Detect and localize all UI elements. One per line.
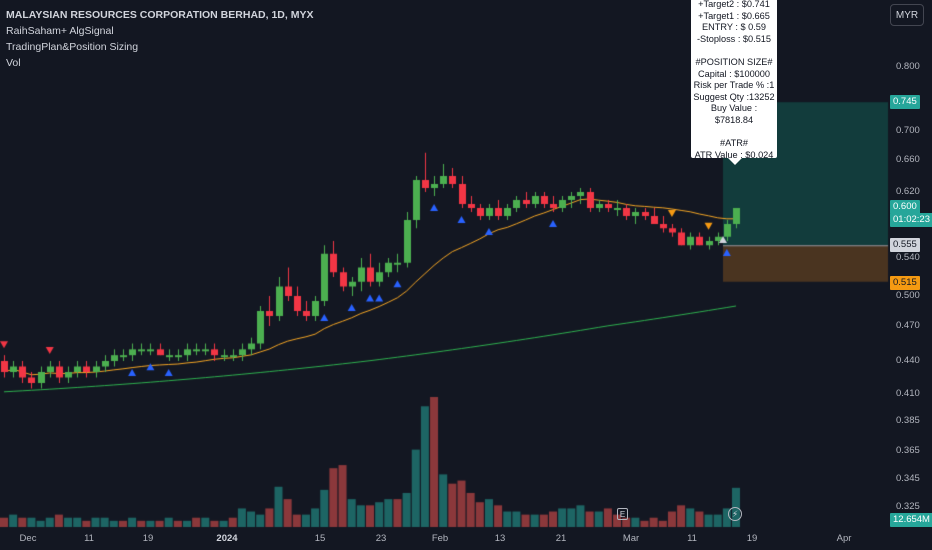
chart-legend: MALAYSIAN RESOURCES CORPORATION BERHAD, … [6, 7, 313, 71]
indicator-label-algsignal[interactable]: RaihSaham+ AlgSignal [6, 25, 114, 37]
time-tick-label: 23 [375, 533, 387, 544]
time-tick-label: Apr [836, 533, 852, 544]
time-tick-label: Dec [19, 533, 37, 544]
earnings-marker-icon[interactable]: E [617, 508, 628, 520]
price-tick-label: 0.660 [896, 154, 920, 165]
symbol-title[interactable]: MALAYSIAN RESOURCES CORPORATION BERHAD, … [6, 9, 314, 21]
price-tick-label: 0.325 [896, 501, 920, 512]
price-tick-label: 0.410 [896, 388, 920, 399]
time-tick-label: 19 [746, 533, 758, 544]
price-tick-label: 0.365 [896, 445, 920, 456]
lightning-icon[interactable]: ⚡ [728, 507, 742, 521]
tooltip-line: ENTRY : $ 0.59 [701, 22, 766, 33]
trading-plan-tooltip: +Target2 : $0.741 +Target1 : $0.665 ENTR… [691, 0, 777, 160]
tooltip-line: Suggest Qty :13252 [693, 91, 775, 102]
countdown-tag: 01:02:23 [890, 213, 932, 227]
tooltip-line: -Stoploss : $0.515 [696, 33, 772, 44]
tooltip-line: Buy Value : $7818.84 [710, 103, 758, 125]
tooltip-line: ATR Value : $0.024 [694, 149, 774, 160]
time-tick-label: 19 [142, 533, 154, 544]
entry-price-tag: 0.555 [890, 238, 920, 252]
price-tick-label: 0.500 [896, 290, 920, 301]
time-tick-label: 15 [314, 533, 326, 544]
time-tick-label: 21 [555, 533, 567, 544]
tooltip-line: #ATR# [720, 138, 748, 149]
time-tick-label: 11 [687, 533, 697, 544]
currency-button[interactable]: MYR [890, 4, 924, 26]
time-tick-label: Feb [431, 533, 449, 544]
time-tick-label: 11 [84, 533, 94, 544]
indicator-label-volume[interactable]: Vol [6, 57, 21, 69]
price-tick-label: 0.470 [896, 320, 920, 331]
price-tick-label: 0.540 [896, 252, 920, 263]
price-tick-label: 0.800 [896, 61, 920, 72]
price-tick-label: 0.700 [896, 125, 920, 136]
target-price-tag: 0.745 [890, 95, 920, 109]
price-tick-label: 0.345 [896, 473, 920, 484]
stoploss-price-tag: 0.515 [890, 276, 920, 290]
tooltip-line: Capital : $100000 [697, 68, 771, 79]
time-tick-label: 2024 [216, 533, 238, 544]
price-tick-label: 0.440 [896, 355, 920, 366]
tooltip-arrow [728, 158, 742, 165]
tooltip-line: +Target2 : $0.741 [698, 0, 770, 9]
tooltip-line: #POSITION SIZE# [695, 56, 773, 67]
indicator-label-tradingplan[interactable]: TradingPlan&Position Sizing [6, 41, 139, 53]
tooltip-line: +Target1 : $0.665 [698, 10, 770, 21]
last-price-tag: 0.600 [890, 200, 920, 214]
price-tick-label: 0.620 [896, 186, 920, 197]
volume-tag: 12.654M [890, 513, 932, 527]
time-tick-label: 13 [494, 533, 506, 544]
time-tick-label: Mar [622, 533, 640, 544]
price-tick-label: 0.385 [896, 415, 920, 426]
tooltip-line: Risk per Trade % :1 [693, 80, 775, 91]
